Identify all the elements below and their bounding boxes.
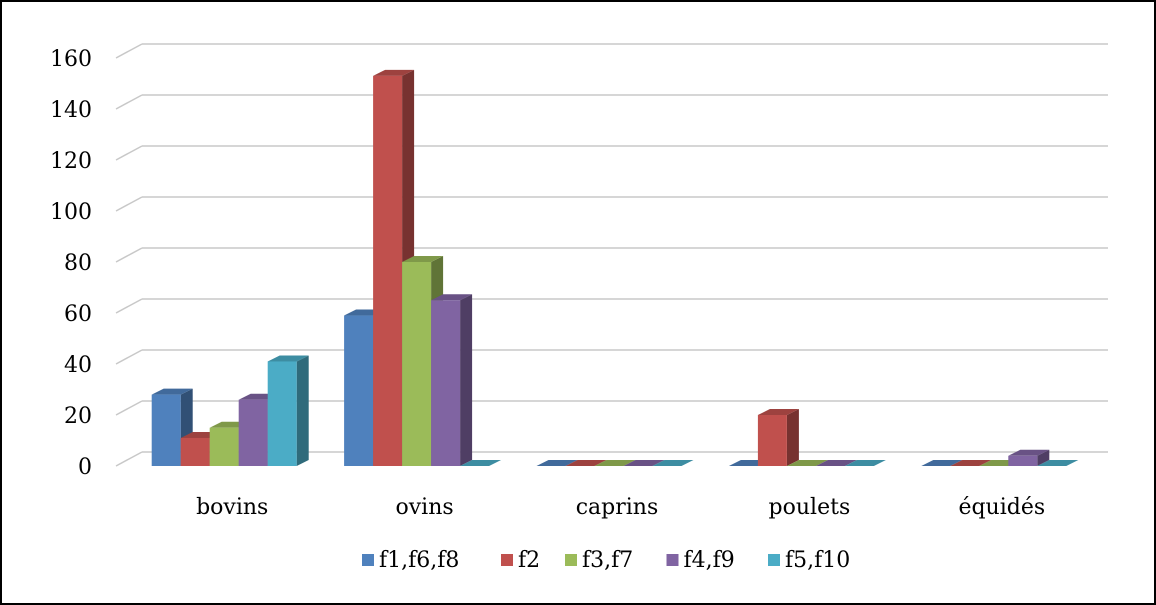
gridline-edge <box>115 196 143 212</box>
bar <box>565 460 607 466</box>
bar-top <box>652 460 694 466</box>
y-tick-label: 160 <box>50 47 92 72</box>
gridline-edge <box>115 43 143 59</box>
bar <box>921 460 963 466</box>
legend-item: f2 <box>501 548 540 573</box>
gridline-edge <box>115 247 143 263</box>
bar-front <box>151 394 181 466</box>
bar-front <box>431 300 461 466</box>
y-tick-label: 20 <box>64 404 92 429</box>
y-tick-label: 100 <box>50 200 92 225</box>
bars <box>151 69 1079 466</box>
x-axis-categories: bovins ovins caprins poulets équidés <box>196 495 1045 520</box>
legend-item: f4,f9 <box>666 548 735 573</box>
bar-front <box>1008 455 1038 466</box>
bar-front <box>344 315 374 466</box>
bar <box>757 409 799 466</box>
bar <box>460 460 502 466</box>
legend-item: f1,f6,f8 <box>362 548 459 573</box>
bar-top <box>921 460 963 466</box>
gridline-edge <box>115 400 143 416</box>
bar <box>267 355 309 466</box>
bar-top <box>786 460 828 466</box>
bar-top <box>565 460 607 466</box>
bar-top <box>431 294 473 301</box>
gridline-edge <box>115 298 143 314</box>
bar-front <box>402 262 432 466</box>
bar-top <box>536 460 578 466</box>
bar-top <box>757 409 799 415</box>
x-category-label: poulets <box>769 495 851 520</box>
legend-label: f4,f9 <box>684 548 735 573</box>
bar <box>1008 449 1050 466</box>
bar <box>536 460 578 466</box>
legend: f1,f6,f8 f2 f3,f7 f4,f9 f5,f10 <box>362 548 850 573</box>
bar-front <box>267 361 297 466</box>
bar-top <box>460 460 502 466</box>
bar-top <box>950 460 992 466</box>
bar <box>815 460 857 466</box>
bar <box>151 388 193 466</box>
legend-swatch <box>768 554 780 566</box>
legend-label: f3,f7 <box>582 548 633 573</box>
bar <box>844 460 886 466</box>
legend-item: f3,f7 <box>565 548 633 573</box>
legend-item: f5,f10 <box>768 548 850 573</box>
bar-front <box>373 75 403 466</box>
bar-front <box>180 437 210 466</box>
bar-side <box>786 409 799 466</box>
bar <box>373 69 415 466</box>
gridline-edge <box>115 349 143 365</box>
bar <box>594 460 636 466</box>
bar-top <box>1008 449 1050 456</box>
bar <box>950 460 992 466</box>
y-tick-label: 120 <box>50 149 92 174</box>
gridline-edge <box>115 451 143 467</box>
bar-top <box>844 460 886 466</box>
legend-swatch <box>362 554 374 566</box>
bar-side <box>1037 449 1050 466</box>
gridline-edge <box>115 145 143 161</box>
bar <box>1037 460 1079 466</box>
bar <box>431 294 473 466</box>
y-axis-ticks: 0 20 40 60 80 100 120 140 160 <box>50 47 92 480</box>
bar <box>786 460 828 466</box>
y-tick-label: 0 <box>78 455 92 480</box>
bar-top <box>151 388 193 395</box>
legend-swatch <box>565 554 577 566</box>
bar-front <box>209 427 239 466</box>
x-category-label: caprins <box>576 495 659 520</box>
bar-top <box>267 355 309 362</box>
legend-label: f2 <box>518 548 540 573</box>
bar-front <box>757 415 787 466</box>
bar-top <box>594 460 636 466</box>
legend-swatch <box>501 554 513 566</box>
gridline-edge <box>115 94 143 110</box>
legend-swatch <box>666 554 679 566</box>
legend-label: f1,f6,f8 <box>379 548 459 573</box>
y-tick-label: 60 <box>64 302 92 327</box>
bar-front <box>238 399 268 466</box>
bar-top <box>1037 460 1079 466</box>
bar-top <box>373 69 415 76</box>
bar-side <box>460 294 473 466</box>
bar-top <box>815 460 857 466</box>
bar-top <box>623 460 665 466</box>
x-category-label: bovins <box>196 495 268 520</box>
x-category-label: ovins <box>396 495 454 520</box>
y-tick-label: 80 <box>64 251 92 276</box>
x-category-label: équidés <box>958 495 1045 520</box>
bar <box>623 460 665 466</box>
bar <box>652 460 694 466</box>
bar-top <box>402 256 444 262</box>
y-tick-label: 40 <box>64 353 92 378</box>
bar-side <box>296 355 309 466</box>
y-tick-label: 140 <box>50 98 92 123</box>
legend-label: f5,f10 <box>785 548 850 573</box>
